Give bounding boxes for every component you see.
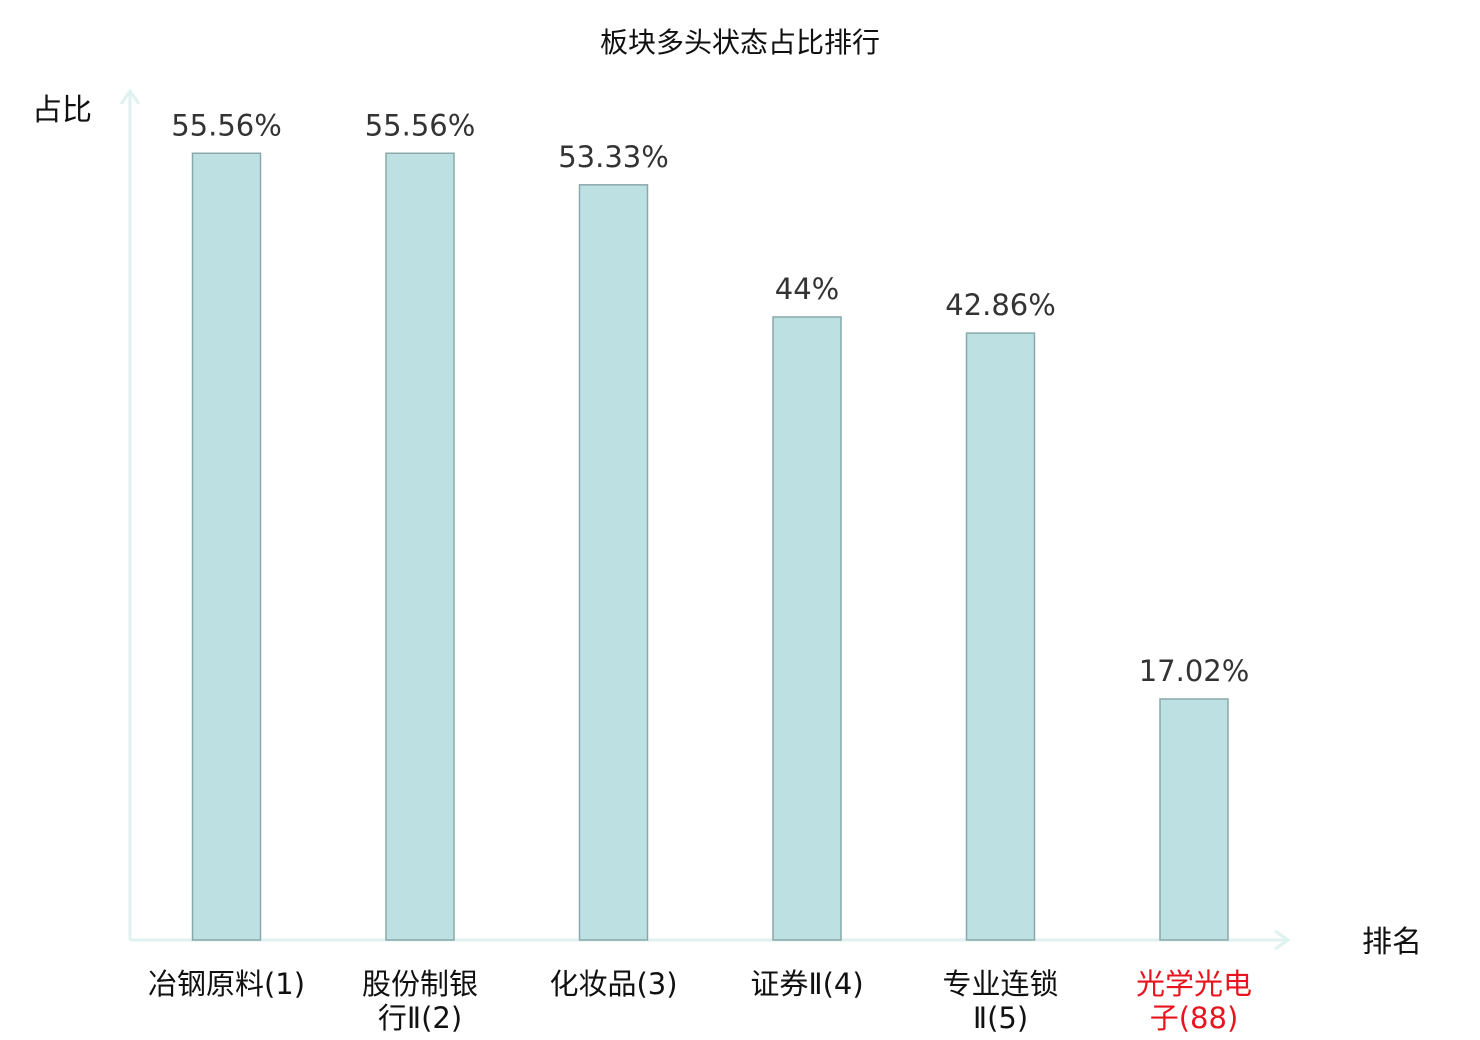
bar-value-label: 17.02% — [1139, 654, 1250, 688]
category-label: 股份制银 — [362, 967, 478, 1001]
category-label: 子(88) — [1150, 1001, 1239, 1035]
value-labels-group: 55.56% 55.56% 53.33% 44% 42.86% 17.02% — [171, 108, 1249, 688]
bar-value-label: 44% — [775, 272, 839, 306]
bar — [965, 332, 1036, 941]
bar — [772, 316, 842, 941]
category-label: 光学光电 — [1136, 967, 1252, 1001]
category-label: 专业连锁 — [942, 967, 1058, 1001]
bar — [578, 184, 649, 941]
bar — [1159, 698, 1229, 941]
y-axis-label: 占比 — [32, 93, 92, 128]
category-label: 行Ⅱ(2) — [378, 1001, 462, 1035]
chart-title: 板块多头状态占比排行 — [600, 26, 880, 59]
bar-value-label: 55.56% — [171, 108, 282, 142]
category-label: 证券Ⅱ(4) — [750, 967, 863, 1001]
bar — [191, 152, 262, 941]
bar-value-label: 53.33% — [558, 140, 669, 174]
category-label: 冶钢原料(1) — [148, 967, 305, 1001]
bar-value-label: 55.56% — [365, 108, 476, 142]
x-axis-label: 排名 — [1362, 925, 1422, 960]
bar — [385, 152, 455, 941]
bars-group — [191, 152, 1229, 941]
bar-value-label: 42.86% — [945, 288, 1056, 322]
axes — [119, 88, 1291, 951]
y-axis-arrow — [119, 88, 141, 105]
category-label: Ⅱ(5) — [973, 1001, 1028, 1035]
x-axis-arrow — [1274, 929, 1291, 951]
category-label: 化妆品(3) — [549, 967, 677, 1001]
